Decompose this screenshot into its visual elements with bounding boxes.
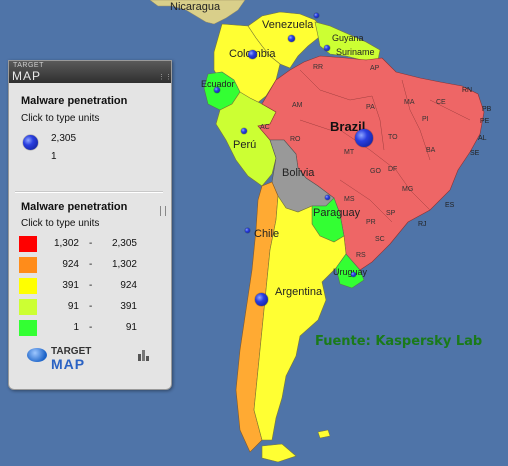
legend-range-high: 2,305 <box>111 238 137 249</box>
legend-range-dash: - <box>89 259 93 270</box>
bubble-marker-ecuador[interactable] <box>214 87 220 93</box>
state-label: AC <box>260 124 270 131</box>
label-bolivia: Bolivia <box>282 167 315 179</box>
legend-range-low: 924 <box>62 259 79 270</box>
state-label: MA <box>404 99 415 106</box>
legend-range-dash: - <box>89 280 93 291</box>
state-label: PA <box>366 104 375 111</box>
state-label: RN <box>462 87 473 94</box>
bubble-marker-uruguay[interactable] <box>351 272 356 277</box>
legend-range-dash: - <box>89 238 93 249</box>
state-label: RS <box>356 252 366 259</box>
legend-panel[interactable]: TARGET MAP ⋮⋮ Malware penetration Click … <box>8 60 172 390</box>
state-label: AP <box>370 65 380 72</box>
brazil-state-borders <box>299 69 471 223</box>
legend-color-swatch[interactable] <box>19 236 37 252</box>
bubble-marker-brazil[interactable] <box>355 129 373 147</box>
size-legend-min: 1 <box>51 151 57 162</box>
brand-bottom: MAP <box>12 69 42 83</box>
label-nicaragua: Nicaragua <box>170 1 221 13</box>
state-label: BA <box>426 147 436 154</box>
tierra-del-fuego <box>261 443 297 463</box>
state-label: MG <box>402 186 414 193</box>
legend-range-high: 391 <box>120 301 137 312</box>
size-legend-max: 2,305 <box>51 133 77 144</box>
panel-header[interactable]: TARGET MAP ⋮⋮ <box>9 61 172 83</box>
legend-range-low: 391 <box>62 280 79 291</box>
country-uruguay[interactable] <box>335 253 365 289</box>
state-label: SE <box>470 150 480 157</box>
islands <box>317 429 331 439</box>
label-paraguay: Paraguay <box>313 207 361 219</box>
label-peru: Perú <box>233 139 257 151</box>
bubble-marker-chile[interactable] <box>245 228 250 233</box>
size-legend-max-bubble <box>23 135 38 150</box>
targetmap-logo[interactable]: TARGET MAP <box>27 344 117 374</box>
legend-color-swatch[interactable] <box>19 299 37 315</box>
bubble-marker-paraguay[interactable] <box>325 195 330 200</box>
legend-range-high: 91 <box>125 322 137 333</box>
state-label: MS <box>344 196 355 203</box>
state-label: RJ <box>418 221 427 228</box>
state-label: PB <box>482 106 492 113</box>
source-credit: Fuente: Kaspersky Lab <box>315 334 483 349</box>
logo-word-bottom: MAP <box>51 356 86 372</box>
bubble-marker-colombia[interactable] <box>248 50 257 59</box>
label-brazil: Brazil <box>330 119 366 134</box>
legend-range-low: 91 <box>67 301 79 312</box>
logo-word-top: TARGET <box>51 346 92 357</box>
state-label: AL <box>478 135 487 142</box>
country-argentina[interactable] <box>253 195 347 441</box>
bubble-marker-venezuela[interactable] <box>288 35 295 42</box>
state-label: PE <box>480 118 490 125</box>
state-label: RO <box>290 136 301 143</box>
label-chile: Chile <box>254 228 280 240</box>
state-label: MT <box>344 149 355 156</box>
label-ecuador: Ecuador <box>201 79 235 89</box>
label-venezuela: Venezuela <box>262 19 314 31</box>
state-label: GO <box>370 168 381 175</box>
legend-range-dash: - <box>89 301 93 312</box>
legend-color-swatch[interactable] <box>19 278 37 294</box>
size-legend-title: Malware penetration <box>21 95 128 107</box>
bar-chart-icon[interactable] <box>137 348 151 362</box>
brand-top: TARGET <box>13 62 44 69</box>
bubble-marker-peru[interactable] <box>241 128 247 134</box>
label-uruguay: Uruguay <box>333 267 368 277</box>
legend-divider <box>15 191 163 193</box>
legend-range-high: 1,302 <box>111 259 137 270</box>
central-america-region <box>149 0 246 25</box>
globe-icon <box>27 348 47 362</box>
legend-range-dash: - <box>89 322 93 333</box>
state-label: PI <box>422 116 429 123</box>
state-label: AM <box>292 102 303 109</box>
legend-color-swatch[interactable] <box>19 257 37 273</box>
resize-grip-icon[interactable]: ⋮⋮ <box>158 74 172 81</box>
state-label: ES <box>445 202 455 209</box>
size-legend-subtitle[interactable]: Click to type units <box>21 113 100 124</box>
color-legend-title: Malware penetration <box>21 201 128 213</box>
bubble-marker-suriname[interactable] <box>324 45 330 51</box>
state-label: PR <box>366 219 376 226</box>
legend-range-high: 924 <box>120 280 137 291</box>
label-argentina: Argentina <box>275 286 323 298</box>
legend-color-swatch[interactable] <box>19 320 37 336</box>
bubble-marker-guyana[interactable] <box>314 13 319 18</box>
legend-range-low: 1 <box>73 322 79 333</box>
color-legend-subtitle[interactable]: Click to type units <box>21 218 100 229</box>
state-label: RR <box>313 64 324 71</box>
legend-scroll-handle[interactable] <box>160 206 166 216</box>
legend-range-low: 1,302 <box>53 238 79 249</box>
state-label: TO <box>388 134 398 141</box>
state-label: DF <box>388 166 398 173</box>
label-guyana: Guyana <box>332 33 364 43</box>
label-suriname: Suriname <box>336 47 375 57</box>
state-label: CE <box>436 99 446 106</box>
bubble-marker-argentina[interactable] <box>255 293 268 306</box>
state-label: SP <box>386 210 396 217</box>
state-label: SC <box>375 236 385 243</box>
